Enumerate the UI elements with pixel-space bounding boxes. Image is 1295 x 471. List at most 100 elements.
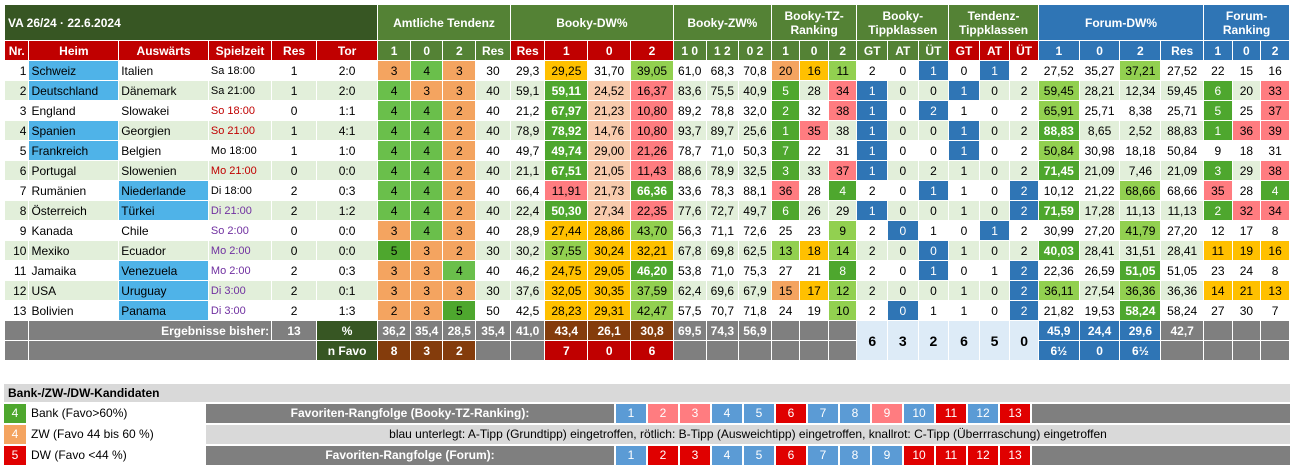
booky-tz-2: 31 xyxy=(827,140,858,161)
booky-zw-2: 75,3 xyxy=(738,260,772,281)
table-row: 4 Spanien Georgien So 21:00 1 4:1 4 4 2 40 78,9 78,… xyxy=(3,120,1290,141)
tendenz-tk-2: 2 xyxy=(1009,280,1039,301)
kickoff: Sa 18:00 xyxy=(207,60,273,81)
booky-tz-1: 21 xyxy=(799,260,829,281)
col-fr-0: 0 xyxy=(1231,40,1262,61)
booky-tk-2: 0 xyxy=(917,140,950,161)
tendenz-tk-1: 1 xyxy=(978,260,1011,281)
team-away: Türkei xyxy=(118,200,209,221)
booky-zw-0: 56,3 xyxy=(672,220,707,241)
blank xyxy=(1203,340,1233,361)
forum-rank-2: 7 xyxy=(1260,300,1290,321)
booky-dw-res: 30,2 xyxy=(509,240,546,261)
kickoff: Mo 21:00 xyxy=(207,160,273,181)
booky-tk-0: 1 xyxy=(856,80,889,101)
summary-btk: 6 xyxy=(856,320,889,361)
result: 2 xyxy=(271,260,317,281)
table-row: 2 Deutschland Dänemark Sa 21:00 1 2:0 4 3 3 40 59,… xyxy=(3,80,1290,101)
rank1-item: 6 xyxy=(776,404,806,423)
forum-dw-3: 25,71 xyxy=(1160,100,1205,121)
team-home: Deutschland xyxy=(28,80,120,101)
group-forum-dw: Forum-DW% xyxy=(1037,4,1205,41)
forum-dw-3: 58,24 xyxy=(1160,300,1205,321)
booky-dw-0: 49,74 xyxy=(544,140,589,161)
amtliche-1: 4 xyxy=(409,140,444,161)
summary-fd-res: 42,7 xyxy=(1160,320,1205,341)
summary-tz-blank xyxy=(827,320,858,341)
kickoff: Mo 2:00 xyxy=(207,240,273,261)
booky-tk-2: 0 xyxy=(917,200,950,221)
booky-tk-0: 2 xyxy=(856,260,889,281)
booky-tz-0: 36 xyxy=(770,180,801,201)
blank xyxy=(1260,340,1290,361)
rank2-item: 4 xyxy=(712,446,742,465)
booky-tz-0: 20 xyxy=(770,60,801,81)
summary-amt-n: 8 xyxy=(377,340,411,361)
forum-dw-0: 65,91 xyxy=(1037,100,1080,121)
amtliche-1: 4 xyxy=(409,220,444,241)
booky-dw-0: 67,51 xyxy=(544,160,589,181)
booky-dw-1: 27,34 xyxy=(587,200,632,221)
result: 1 xyxy=(271,140,317,161)
forum-rank-2: 33 xyxy=(1260,80,1290,101)
booky-dw-1: 21,23 xyxy=(587,100,632,121)
amtliche-2: 2 xyxy=(442,100,477,121)
rank1-filler xyxy=(1032,404,1290,423)
booky-tk-0: 1 xyxy=(856,140,889,161)
rank1-item: 11 xyxy=(936,404,966,423)
summary-bd-n: 6 xyxy=(630,340,674,361)
amtliche-1: 3 xyxy=(409,260,444,281)
forum-rank-2: 38 xyxy=(1260,160,1290,181)
booky-dw-2: 10,80 xyxy=(630,120,674,141)
tendenz-tk-0: 1 xyxy=(948,140,980,161)
rank1-item: 10 xyxy=(904,404,934,423)
booky-tz-0: 24 xyxy=(770,300,801,321)
col-btk-gt: GT xyxy=(856,40,889,61)
forum-dw-2: 31,51 xyxy=(1119,240,1162,261)
amtliche-res: 30 xyxy=(475,60,511,81)
forum-rank-2: 16 xyxy=(1260,240,1290,261)
forum-rank-2: 39 xyxy=(1260,120,1290,141)
forum-rank-2: 37 xyxy=(1260,100,1290,121)
booky-dw-0: 37,55 xyxy=(544,240,589,261)
amtliche-2: 3 xyxy=(442,220,477,241)
team-away: Uruguay xyxy=(118,280,209,301)
kickoff: Di 3:00 xyxy=(207,280,273,301)
amtliche-0: 5 xyxy=(377,240,411,261)
row-nr: 10 xyxy=(3,240,30,261)
booky-tk-1: 0 xyxy=(887,280,919,301)
rank2-filler xyxy=(1032,446,1290,465)
booky-zw-2: 50,3 xyxy=(738,140,772,161)
forum-rank-2: 4 xyxy=(1260,180,1290,201)
booky-zw-2: 32,5 xyxy=(738,160,772,181)
col-heim: Heim xyxy=(28,40,120,61)
legend-swatch: 4 xyxy=(4,425,26,444)
team-away: Venezuela xyxy=(118,260,209,281)
forum-dw-1: 17,28 xyxy=(1078,200,1121,221)
booky-tk-1: 0 xyxy=(887,80,919,101)
tendenz-tk-1: 0 xyxy=(978,160,1011,181)
booky-dw-res: 46,2 xyxy=(509,260,546,281)
booky-tz-1: 33 xyxy=(799,160,829,181)
forum-rank-2: 16 xyxy=(1260,60,1290,81)
booky-tz-2: 8 xyxy=(827,260,858,281)
table-row: 6 Portugal Slowenien Mo 21:00 0 0:0 4 4 2 40 21,1 6… xyxy=(3,160,1290,181)
col-fd-res: Res xyxy=(1160,40,1205,61)
amtliche-1: 3 xyxy=(409,280,444,301)
booky-tk-0: 2 xyxy=(856,220,889,241)
summary-amt-pct: 35,4 xyxy=(475,320,511,341)
booky-tk-1: 0 xyxy=(887,240,919,261)
booky-tk-0: 2 xyxy=(856,60,889,81)
booky-dw-0: 28,23 xyxy=(544,300,589,321)
col-zw-12: 1 2 xyxy=(705,40,740,61)
col-zw-02: 0 2 xyxy=(738,40,772,61)
forum-dw-0: 88,83 xyxy=(1037,120,1080,141)
forum-rank-2: 8 xyxy=(1260,220,1290,241)
amtliche-2: 3 xyxy=(442,60,477,81)
booky-dw-1: 29,31 xyxy=(587,300,632,321)
team-away: Ecuador xyxy=(118,240,209,261)
rank2-item: 6 xyxy=(776,446,806,465)
team-away: Panama xyxy=(118,300,209,321)
amtliche-0: 4 xyxy=(377,200,411,221)
row-nr: 7 xyxy=(3,180,30,201)
